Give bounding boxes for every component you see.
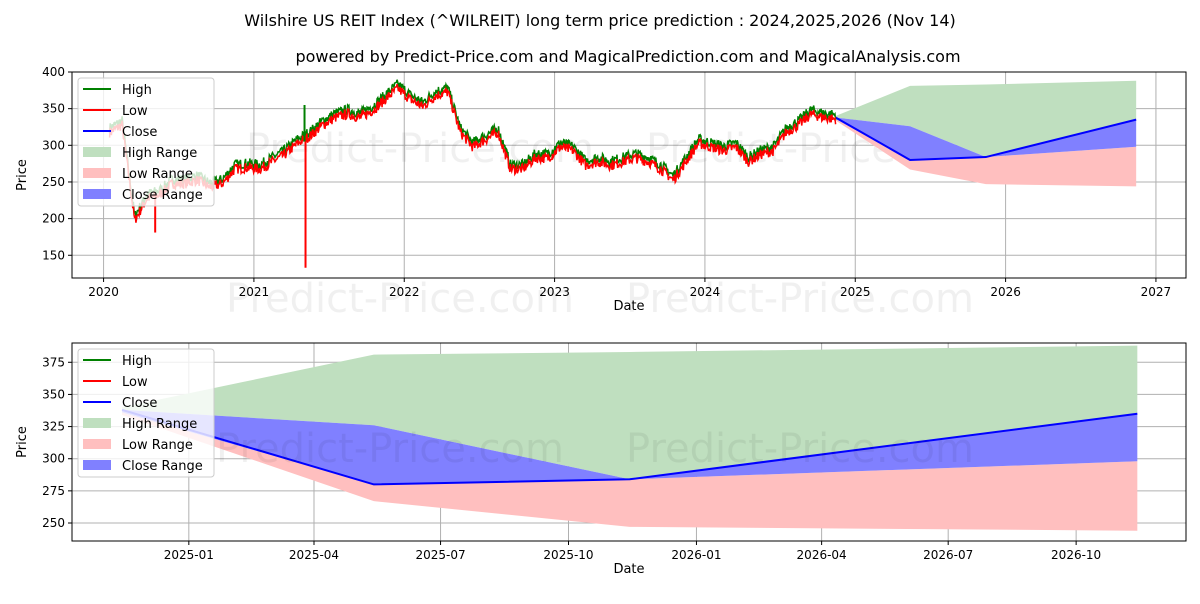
- history-chart: Predict-Price.com Predict-Price.com Predic…: [15, 65, 1187, 322]
- high-line: [108, 79, 837, 219]
- low-range-area: [122, 412, 1138, 531]
- legend-label: High: [122, 354, 152, 369]
- y-tick-label: 375: [42, 355, 65, 369]
- low-line: [108, 83, 837, 223]
- legend-label: High Range: [122, 417, 197, 432]
- y-tick-label: 300: [42, 452, 65, 466]
- x-tick-label: 2022: [389, 285, 420, 299]
- legend-label: Low: [122, 375, 148, 390]
- legend-label: Low: [122, 104, 148, 119]
- x-tick-label: 2021: [239, 285, 270, 299]
- y-tick-label: 325: [42, 420, 65, 434]
- y-tick-label: 200: [42, 212, 65, 226]
- y-tick-label: 275: [42, 484, 65, 498]
- legend-box: [77, 77, 215, 207]
- chart-title: Wilshire US REIT Index (^WILREIT) long t…: [244, 11, 956, 30]
- x-tick-label: 2025: [840, 285, 871, 299]
- y-tick-label: 350: [42, 387, 65, 401]
- legend-label: High: [122, 83, 152, 98]
- watermark: Predict-Price.com: [626, 426, 974, 472]
- close-forecast-line: [835, 116, 1137, 161]
- legend-swatch-close-range: [83, 189, 111, 199]
- x-tick-label: 2027: [1141, 285, 1172, 299]
- y-tick-label: 250: [42, 175, 65, 189]
- legend-label: High Range: [122, 146, 197, 161]
- x-tick-label: 2026-07: [923, 548, 973, 562]
- legend-label: Close Range: [122, 188, 203, 203]
- y-axis-label: Price: [15, 426, 30, 458]
- y-tick-label: 300: [42, 138, 65, 152]
- x-axis-label: Date: [613, 299, 644, 314]
- y-tick-label: 350: [42, 102, 65, 116]
- x-tick-label: 2025-04: [289, 548, 339, 562]
- legend-label: Low Range: [122, 438, 193, 453]
- legend-swatch-high-range: [83, 418, 111, 428]
- x-tick-label: 2024: [690, 285, 721, 299]
- x-tick-label: 2026: [990, 285, 1021, 299]
- watermark: Predict-Price.com: [226, 276, 574, 322]
- legend-label: Close: [122, 396, 157, 411]
- x-tick-label: 2025-07: [415, 548, 465, 562]
- close-forecast-line: [121, 408, 1138, 486]
- x-tick-label: 2026-01: [671, 548, 721, 562]
- legend-label: Close: [122, 125, 157, 140]
- legend-label: Low Range: [122, 167, 193, 182]
- watermark: Predict-Price.com: [216, 426, 564, 472]
- watermark: Predict-Price.com: [626, 276, 974, 322]
- legend: High Low Close High Range Low Range Close Ran…: [77, 348, 215, 478]
- x-axis-label: Date: [613, 562, 644, 577]
- legend-box: [77, 348, 215, 478]
- x-tick-label: 2020: [88, 285, 119, 299]
- forecast-chart: Predict-Price.com Predict-Price.com 2025-0…: [15, 342, 1187, 577]
- y-axis-label: Price: [15, 159, 30, 191]
- legend-label: Close Range: [122, 459, 203, 474]
- y-tick-label: 400: [42, 65, 65, 79]
- x-tick-label: 2026-04: [797, 548, 847, 562]
- legend-swatch-low-range: [83, 168, 111, 178]
- y-tick-label: 150: [42, 248, 65, 262]
- close-range-area: [122, 409, 1138, 485]
- close-range-area: [835, 117, 1137, 160]
- x-tick-label: 2025-01: [164, 548, 214, 562]
- legend: High Low Close High Range Low Range Close Ran…: [77, 77, 215, 207]
- watermark: Predict-Price.com: [246, 126, 594, 172]
- y-tick-label: 250: [42, 516, 65, 530]
- chart-subtitle: powered by Predict-Price.com and Magical…: [295, 47, 960, 66]
- x-tick-label: 2026-10: [1051, 548, 1101, 562]
- legend-swatch-close-range: [83, 460, 111, 470]
- x-tick-label: 2025-10: [543, 548, 593, 562]
- legend-swatch-low-range: [83, 439, 111, 449]
- axes-frame: [71, 342, 1187, 542]
- axes-frame: [71, 71, 1187, 279]
- legend-swatch-high-range: [83, 147, 111, 157]
- low-range-area: [835, 118, 1137, 187]
- x-tick-label: 2023: [539, 285, 570, 299]
